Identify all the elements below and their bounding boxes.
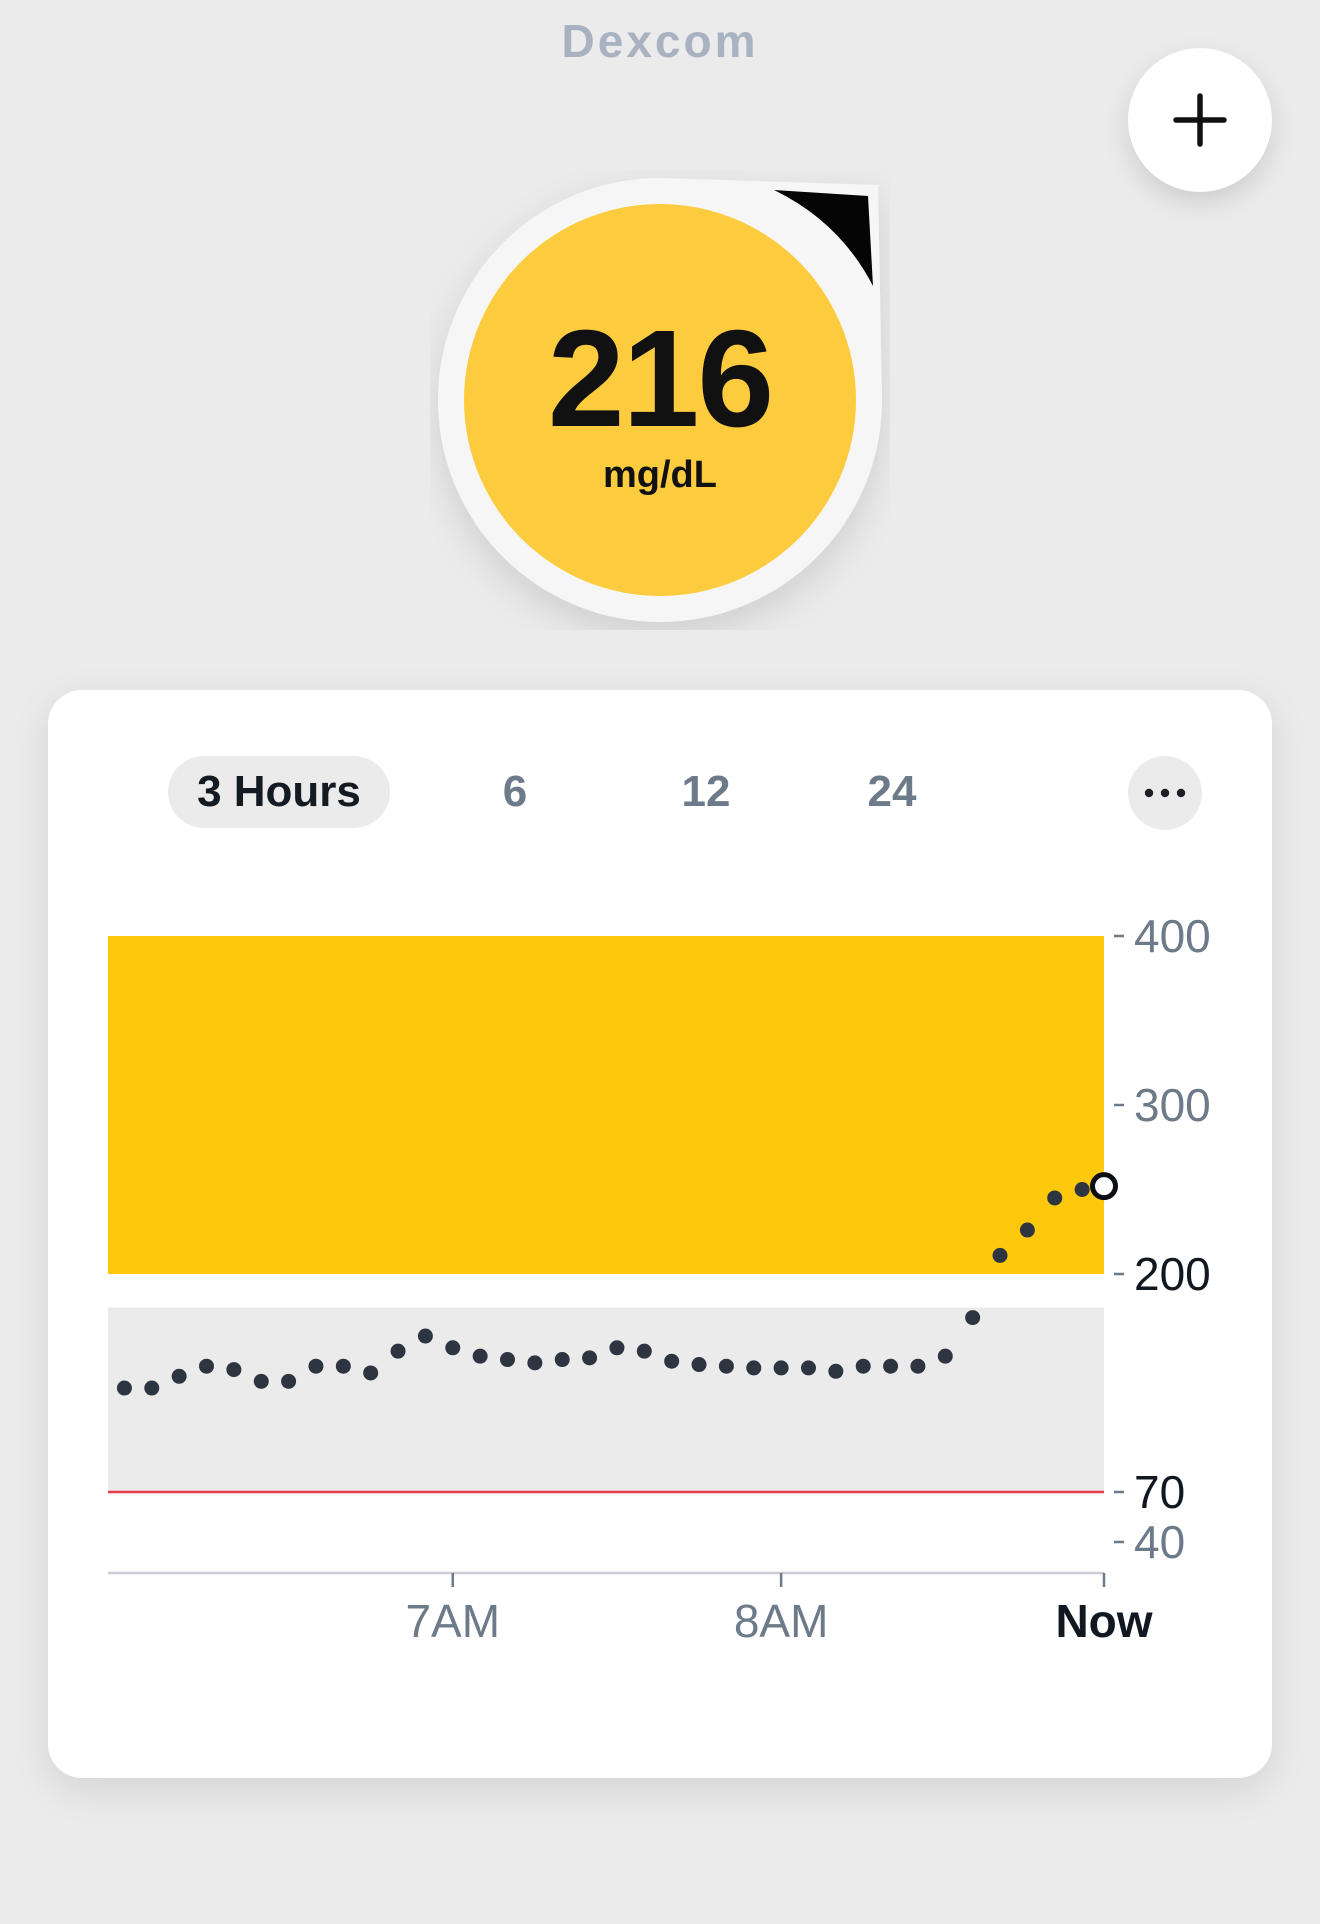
- y-tick-label: 300: [1134, 1079, 1211, 1131]
- tab-6-hours[interactable]: 6: [502, 767, 528, 816]
- x-tick-label: 8AM: [734, 1595, 829, 1647]
- y-tick-label: 40: [1134, 1516, 1185, 1568]
- reading-point: [992, 1247, 1008, 1263]
- y-tick-label: 70: [1134, 1466, 1185, 1518]
- reading-point: [417, 1328, 433, 1344]
- reading-point: [335, 1358, 351, 1374]
- reading-point: [828, 1363, 844, 1379]
- glucose-value: 216: [547, 302, 774, 456]
- reading-point: [499, 1352, 515, 1368]
- reading-point: [800, 1360, 816, 1376]
- plus-icon: [1173, 93, 1227, 147]
- more-options-button[interactable]: [1128, 756, 1202, 830]
- reading-point: [554, 1352, 570, 1368]
- reading-point: [609, 1340, 625, 1356]
- reading-point: [883, 1358, 899, 1374]
- reading-point: [171, 1368, 187, 1384]
- high-range-band: [108, 936, 1104, 1274]
- reading-point: [308, 1358, 324, 1374]
- tab-24-hours[interactable]: 24: [867, 767, 917, 816]
- glucose-gauge[interactable]: [430, 170, 890, 630]
- target-range-band: [108, 1307, 1104, 1492]
- reading-point: [281, 1373, 297, 1389]
- reading-point: [253, 1373, 269, 1389]
- reading-point: [445, 1340, 461, 1356]
- y-tick-label: 200: [1134, 1248, 1211, 1300]
- reading-point: [582, 1350, 598, 1366]
- glucose-unit: mg/dL: [603, 454, 717, 496]
- reading-point: [363, 1365, 379, 1381]
- reading-circle: [464, 204, 856, 596]
- x-tick-label: 7AM: [405, 1595, 500, 1647]
- reading-point: [199, 1358, 215, 1374]
- reading-point: [527, 1355, 543, 1371]
- current-reading-point: [1090, 1172, 1118, 1201]
- trend-arrow-icon: [774, 190, 873, 286]
- reading-point: [1074, 1182, 1090, 1197]
- reading-point: [472, 1348, 488, 1364]
- reading-point: [1047, 1190, 1063, 1206]
- y-tick-label: 400: [1134, 910, 1211, 962]
- ellipsis-icon: [1144, 788, 1186, 798]
- reading-point: [855, 1358, 871, 1374]
- reading-point: [1019, 1222, 1035, 1238]
- reading-point: [691, 1357, 707, 1373]
- reading-point: [965, 1310, 981, 1326]
- reading-point: [390, 1343, 406, 1359]
- x-tick-label: Now: [1055, 1595, 1152, 1647]
- reading-point: [636, 1343, 652, 1359]
- reading-point: [910, 1358, 926, 1374]
- reading-point: [116, 1380, 132, 1396]
- tab-3-hours[interactable]: 3 Hours: [168, 756, 390, 828]
- glucose-chart-card: 3 Hours 6 12 24 400 300 200 70 40 7AM 8AM Now: [48, 690, 1272, 1778]
- reading-point: [773, 1360, 789, 1376]
- reading-point: [664, 1353, 680, 1369]
- add-event-button[interactable]: [1128, 48, 1272, 192]
- gauge-graphic: [438, 178, 882, 622]
- reading-point: [937, 1348, 953, 1364]
- reading-point: [746, 1360, 762, 1376]
- reading-point: [718, 1358, 734, 1374]
- reading-point: [144, 1380, 160, 1396]
- reading-point: [226, 1362, 242, 1378]
- brand-logo: Dexcom: [561, 15, 759, 67]
- tab-12-hours[interactable]: 12: [681, 767, 731, 816]
